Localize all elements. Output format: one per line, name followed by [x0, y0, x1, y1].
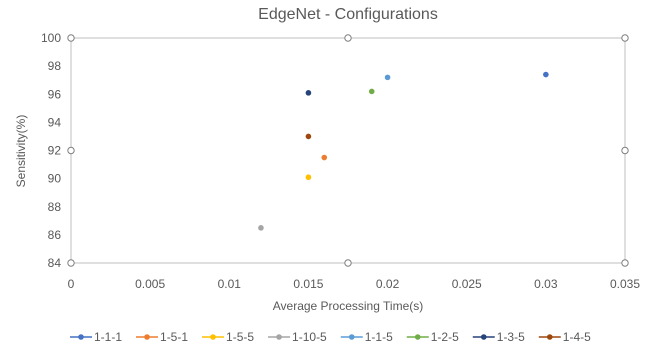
- selection-handle[interactable]: [67, 146, 75, 155]
- plot-area: [67, 34, 629, 267]
- legend-label: 1-1-5: [365, 330, 393, 344]
- legend-item-1-4-5: 1-4-5: [538, 330, 591, 344]
- y-axis-label: Sensitivity(%): [14, 115, 28, 188]
- plot-border: [70, 37, 626, 264]
- y-tick-label: 92: [48, 144, 62, 158]
- legend-marker: [78, 334, 84, 340]
- x-axis-ticks: 0 0.005 0.01 0.015 0.02 0.025 0.03 0.035: [68, 277, 641, 291]
- x-tick-label: 0.02: [376, 277, 400, 291]
- legend-label: 1-5-1: [160, 330, 188, 344]
- data-points: [258, 71, 549, 231]
- legend-item-1-10-5: 1-10-5: [268, 330, 327, 344]
- selection-handle[interactable]: [621, 259, 629, 267]
- y-tick-label: 86: [48, 228, 62, 242]
- data-point-1-10-5: [258, 225, 264, 231]
- y-tick-label: 90: [48, 172, 62, 186]
- data-point-1-2-5: [368, 88, 375, 95]
- selection-handle[interactable]: [344, 259, 352, 267]
- legend-label: 1-5-5: [226, 330, 254, 344]
- selection-handle[interactable]: [67, 34, 75, 42]
- data-point-1-1-1: [543, 71, 549, 78]
- legend-label: 1-3-5: [497, 330, 525, 344]
- legend-marker: [144, 334, 150, 340]
- x-tick-label: 0.005: [135, 277, 165, 291]
- y-tick-label: 94: [48, 115, 62, 129]
- selection-handle[interactable]: [67, 259, 75, 267]
- legend-item-1-5-5: 1-5-5: [202, 330, 254, 344]
- x-axis-label: Average Processing Time(s): [273, 299, 424, 313]
- x-tick-label: 0.01: [218, 277, 242, 291]
- legend: 1-1-1 1-5-1 1-5-5 1-10-5 1-1-5 1-2-5 1-3-5 1-4-…: [70, 330, 591, 344]
- legend-marker: [546, 334, 553, 340]
- y-tick-label: 84: [48, 256, 62, 270]
- y-tick-label: 98: [48, 59, 62, 73]
- data-point-1-4-5: [305, 133, 312, 140]
- legend-item-1-2-5: 1-2-5: [406, 330, 459, 344]
- x-tick-label: 0.035: [610, 277, 640, 291]
- x-tick-label: 0: [68, 277, 75, 291]
- data-point-1-5-1: [321, 154, 328, 161]
- legend-marker: [210, 334, 216, 340]
- x-tick-label: 0.025: [452, 277, 482, 291]
- y-tick-label: 88: [48, 200, 62, 214]
- legend-marker: [414, 334, 421, 340]
- selection-handle[interactable]: [621, 146, 629, 155]
- data-point-1-5-5: [305, 174, 312, 181]
- y-tick-label: 100: [41, 31, 61, 45]
- data-point-1-3-5: [305, 90, 312, 96]
- legend-marker: [348, 334, 355, 340]
- legend-item-1-3-5: 1-3-5: [472, 330, 525, 344]
- legend-marker: [276, 334, 282, 340]
- x-tick-label: 0.015: [293, 277, 323, 291]
- y-tick-label: 96: [48, 87, 62, 101]
- legend-label: 1-1-1: [94, 330, 122, 344]
- legend-label: 1-4-5: [563, 330, 591, 344]
- legend-item-1-5-1: 1-5-1: [136, 330, 188, 344]
- legend-label: 1-10-5: [292, 330, 327, 344]
- legend-marker: [480, 334, 487, 340]
- selection-handle[interactable]: [621, 34, 629, 42]
- x-tick-label: 0.03: [534, 277, 558, 291]
- y-axis-ticks: 84 86 88 90 92 94 96 98 100: [41, 31, 61, 270]
- legend-item-1-1-1: 1-1-1: [70, 330, 122, 344]
- legend-label: 1-2-5: [431, 330, 459, 344]
- data-point-1-1-5: [384, 74, 391, 81]
- legend-item-1-1-5: 1-1-5: [340, 330, 393, 344]
- selection-handle[interactable]: [344, 34, 352, 42]
- chart-title: EdgeNet - Configurations: [258, 6, 438, 23]
